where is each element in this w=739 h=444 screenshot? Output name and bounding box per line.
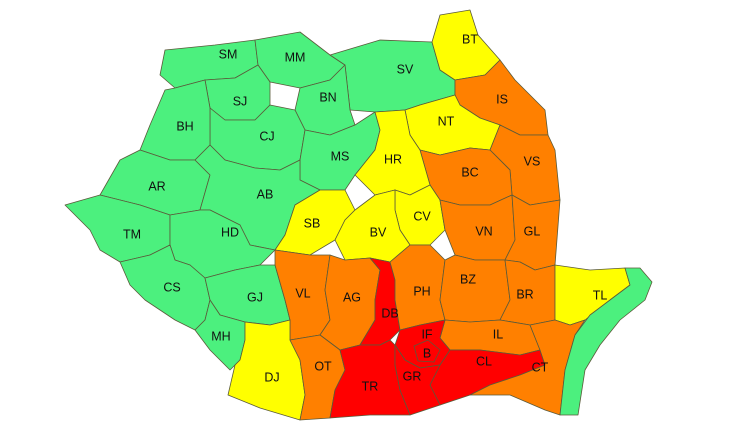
marine-zone[interactable] (559, 267, 653, 416)
county-vn[interactable] (439, 194, 516, 261)
county-sb[interactable] (274, 189, 356, 256)
county-bz[interactable] (439, 254, 511, 323)
county-bh[interactable] (139, 79, 211, 161)
county-ph[interactable] (389, 244, 446, 331)
county-b[interactable] (413, 339, 441, 363)
county-bt[interactable] (431, 9, 501, 81)
county-ct[interactable] (469, 319, 586, 416)
county-gr[interactable] (394, 344, 441, 416)
county-regions (64, 9, 653, 421)
